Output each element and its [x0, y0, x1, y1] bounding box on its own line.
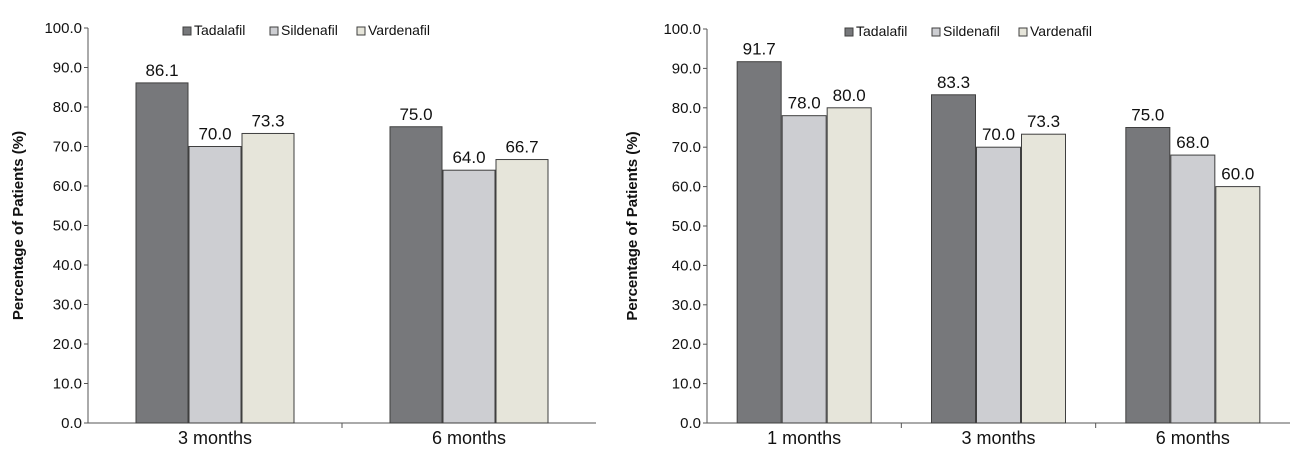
y-tick-label: 30.0: [672, 297, 701, 314]
y-tick-label: 60.0: [672, 179, 701, 196]
y-tick-label: 70.0: [672, 139, 701, 156]
y-tick-label: 50.0: [672, 218, 701, 235]
legend-swatch: [269, 26, 279, 36]
y-tick-label: 90.0: [672, 60, 701, 77]
bar: [826, 107, 872, 424]
data-label: 83.3: [937, 73, 970, 92]
y-axis-title: Percentage of Patients (%): [624, 131, 641, 320]
bar: [736, 61, 782, 424]
legend-swatch: [1018, 27, 1028, 37]
bar: [976, 146, 1021, 424]
data-label: 66.7: [505, 138, 538, 157]
y-tick-label: 20.0: [53, 336, 82, 353]
category-label: 1 months: [767, 428, 841, 448]
bar: [1170, 154, 1216, 424]
y-tick-label: 40.0: [53, 257, 82, 274]
y-tick-label: 10.0: [53, 376, 82, 393]
data-label: 60.0: [1221, 165, 1254, 184]
legend-swatch: [844, 27, 854, 37]
y-tick-label: 80.0: [672, 100, 701, 117]
category-label: 3 months: [961, 428, 1035, 448]
data-label: 91.7: [743, 40, 776, 59]
bar: [1125, 127, 1171, 424]
y-tick-label: 20.0: [672, 336, 701, 353]
y-tick-label: 10.0: [672, 376, 701, 393]
bar: [1215, 186, 1261, 424]
y-tick-label: 60.0: [53, 178, 82, 195]
legend-entry: Vardenafil: [368, 22, 430, 38]
bar: [389, 126, 443, 424]
y-tick-label: 70.0: [53, 139, 82, 156]
data-label: 78.0: [788, 94, 821, 113]
bar: [442, 169, 496, 424]
data-label: 86.1: [145, 61, 178, 80]
legend-swatch: [931, 27, 941, 37]
data-label: 70.0: [198, 125, 231, 144]
bar: [931, 94, 976, 424]
category-label: 6 months: [432, 428, 506, 448]
bar: [1021, 133, 1066, 424]
y-tick-label: 0.0: [680, 415, 701, 432]
legend-swatch: [356, 26, 366, 36]
y-tick-label: 0.0: [61, 415, 82, 432]
legend-entry: Sildenafil: [943, 23, 1000, 39]
data-label: 75.0: [399, 105, 432, 124]
legend-entry: Tadalafil: [856, 23, 907, 39]
data-label: 70.0: [982, 125, 1015, 144]
y-tick-label: 30.0: [53, 297, 82, 314]
legend-entry: Sildenafil: [281, 22, 338, 38]
data-label: 80.0: [833, 86, 866, 105]
bar: [135, 82, 189, 424]
legend-entry: Vardenafil: [1030, 23, 1092, 39]
y-tick-label: 80.0: [53, 99, 82, 116]
y-tick-label: 40.0: [672, 257, 701, 274]
y-tick-label: 50.0: [53, 218, 82, 235]
y-tick-label: 90.0: [53, 60, 82, 77]
category-label: 6 months: [1156, 428, 1230, 448]
y-tick-label: 100.0: [663, 21, 701, 38]
bar: [781, 115, 827, 424]
bar: [188, 146, 242, 424]
category-label: 3 months: [178, 428, 252, 448]
data-label: 68.0: [1176, 133, 1209, 152]
data-label: 64.0: [452, 148, 485, 167]
y-tick-label: 100.0: [44, 20, 82, 37]
legend-swatch: [182, 26, 192, 36]
bar: [495, 159, 549, 424]
legend-entry: Tadalafil: [194, 22, 245, 38]
data-label: 73.3: [1027, 112, 1060, 131]
data-label: 73.3: [251, 111, 284, 130]
bar: [241, 132, 295, 424]
y-axis-title: Percentage of Patients (%): [10, 131, 27, 320]
data-label: 75.0: [1131, 106, 1164, 125]
